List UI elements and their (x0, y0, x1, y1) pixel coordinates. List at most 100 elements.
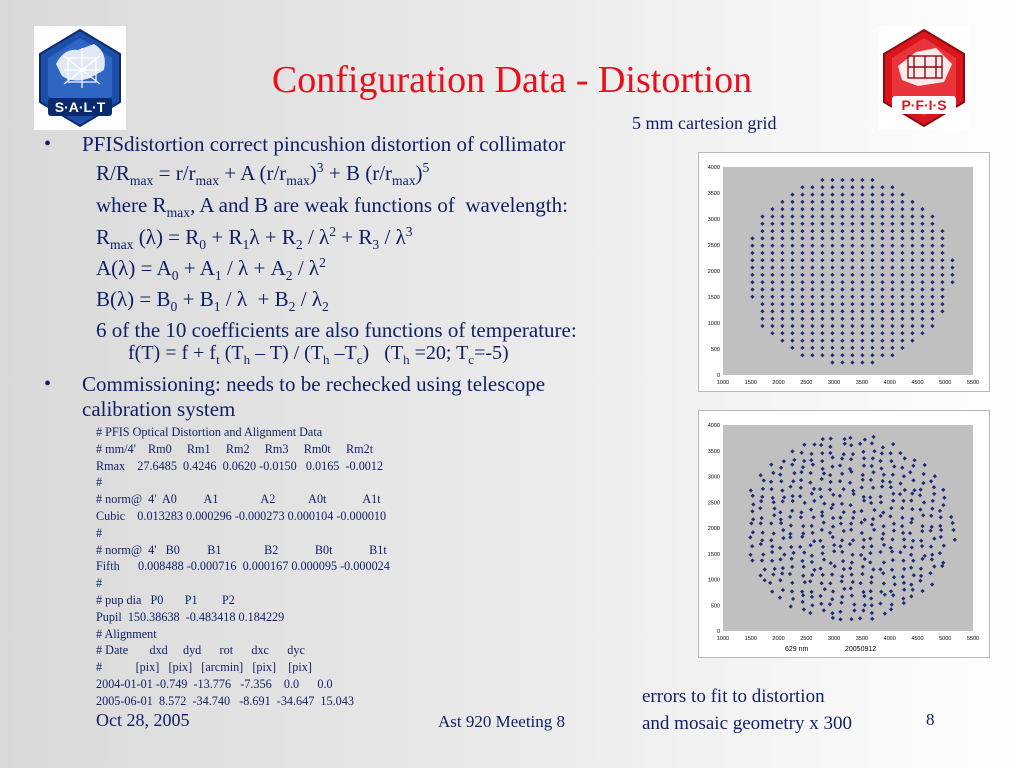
salt-logo: S·A·L·T (34, 26, 126, 130)
data-point (769, 462, 774, 467)
data-point (812, 567, 817, 572)
data-point (878, 513, 883, 519)
equation-rmax-lambda: Rmax (λ) = R0 + R1λ + R2 / λ2 + R3 / λ3 (96, 224, 413, 253)
equation-where: where Rmax, A and B are weak functions o… (96, 193, 568, 221)
x-tick-label: 5500 (967, 636, 979, 642)
data-point (881, 571, 886, 576)
data-point (841, 528, 846, 534)
y-tick-label: 3000 (708, 217, 720, 223)
data-point (920, 556, 925, 562)
data-point (828, 444, 833, 449)
data-point (798, 515, 804, 520)
x-tick-label: 3000 (828, 380, 840, 386)
bullet-marker: • (44, 133, 52, 155)
data-point (809, 594, 815, 600)
data-point (778, 517, 783, 522)
data-point (772, 566, 777, 571)
data-point (809, 559, 815, 565)
x-tick-label: 2500 (800, 380, 812, 386)
annotation-wavelength: 629 nm (785, 646, 809, 653)
data-point (800, 558, 805, 564)
data-point (870, 516, 876, 522)
data-point (797, 494, 803, 499)
data-point (800, 465, 806, 470)
data-point (787, 514, 793, 520)
data-point (908, 552, 914, 557)
data-point (932, 491, 937, 497)
x-tick-label: 5000 (939, 636, 951, 642)
distortion-error-svg: 1000 1500 2000 2500 3000 3500 4000 4500 5000 5500… (708, 423, 979, 653)
data-point (751, 517, 756, 522)
data-point (880, 536, 885, 542)
equation-coefficients-note: 6 of the 10 coefficients are also functi… (96, 318, 577, 342)
distortion-grid-plot: 1000 1500 2000 2500 3000 3500 4000 4500 5000 5500… (698, 152, 990, 392)
data-point (839, 600, 844, 605)
data-point (802, 442, 807, 447)
data-point (810, 572, 815, 578)
footer-date: Oct 28, 2005 (96, 710, 190, 730)
data-point (878, 549, 883, 555)
data-point (849, 443, 854, 448)
data-point (918, 578, 923, 583)
data-point (928, 544, 934, 549)
data-point (888, 607, 894, 612)
data-point (902, 544, 907, 549)
data-point (848, 566, 853, 571)
data-point (801, 607, 807, 612)
data-point (830, 515, 836, 521)
data-point (778, 465, 784, 470)
data-point (778, 557, 783, 562)
data-point (830, 597, 835, 602)
data-point (917, 493, 923, 498)
data-point (808, 579, 813, 584)
code-line: # norm@ 4' A0 A1 A2 A0t A1t (96, 492, 381, 507)
data-point (882, 611, 887, 616)
data-point (919, 538, 924, 543)
data-point (819, 527, 824, 533)
data-point (801, 573, 806, 578)
data-point (840, 574, 845, 579)
data-point (792, 471, 797, 476)
data-point (820, 572, 825, 578)
data-point (869, 596, 874, 601)
data-point (891, 521, 897, 526)
x-tick-label: 3500 (856, 636, 868, 642)
data-point (769, 521, 774, 526)
y-tick-label: 0 (717, 629, 720, 635)
data-point (821, 520, 826, 525)
data-point (881, 581, 886, 586)
data-point (789, 589, 795, 594)
data-point (821, 471, 827, 476)
x-tick-label: 1000 (717, 380, 729, 386)
data-point (850, 552, 855, 557)
data-point (918, 507, 923, 512)
data-point (950, 520, 955, 526)
y-tick-label: 2000 (708, 269, 720, 275)
data-point (780, 488, 785, 493)
y-tick-label: 1000 (708, 578, 720, 584)
data-point (841, 452, 846, 457)
data-point (861, 589, 866, 595)
x-tick-label: 2000 (772, 380, 784, 386)
data-point (901, 558, 906, 563)
data-point (778, 472, 783, 477)
code-line: # (96, 475, 103, 490)
data-point (782, 495, 787, 500)
y-tick-label: 1000 (708, 321, 720, 327)
data-point (938, 523, 943, 529)
data-point (938, 534, 944, 540)
annotation-date: 20050912 (845, 646, 876, 653)
data-point (819, 581, 824, 586)
code-line: Rmax 27.6485 0.4246 0.0620 -0.0150 0.016… (96, 458, 384, 473)
data-point (839, 538, 845, 543)
data-point (911, 573, 916, 578)
data-point (750, 558, 755, 563)
data-point (849, 560, 854, 565)
y-tick-label: 4000 (708, 165, 720, 171)
x-tick-label: 1000 (717, 636, 729, 642)
data-point (881, 524, 886, 529)
data-point (938, 515, 943, 520)
code-line: # Alignment (96, 626, 157, 641)
data-point (847, 541, 853, 547)
plot-area (723, 167, 973, 375)
